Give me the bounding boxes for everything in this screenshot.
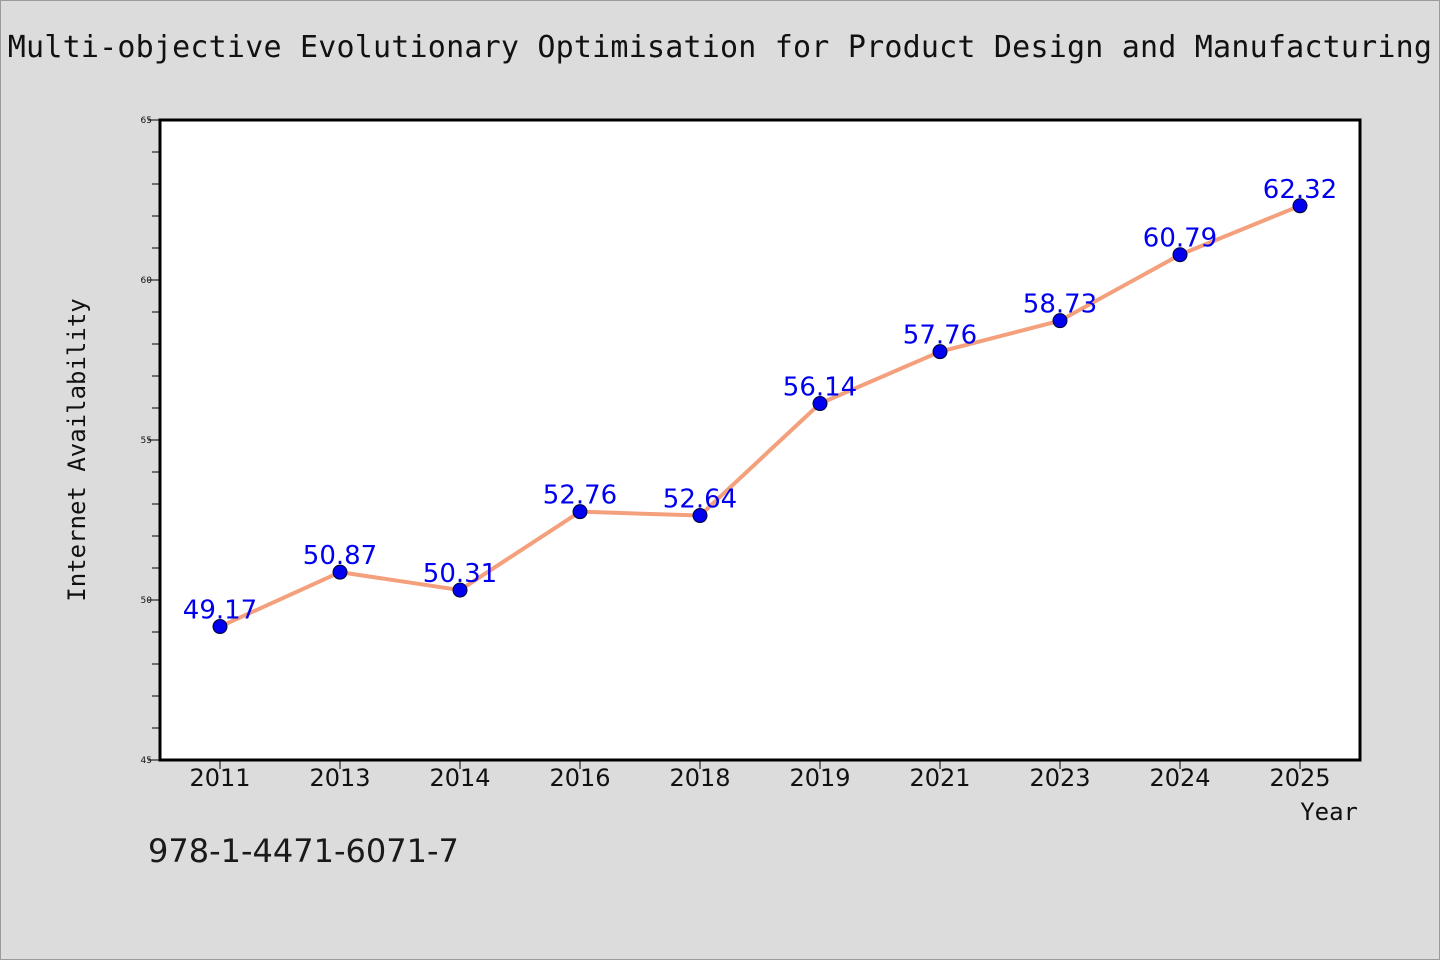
y-tick-label: 50 <box>141 596 153 606</box>
data-point <box>692 508 708 524</box>
series-line-group <box>218 203 1302 629</box>
x-tick-label: 2013 <box>309 764 370 792</box>
data-label: 60.79 <box>1143 224 1217 254</box>
x-tick-label: 2024 <box>1149 764 1210 792</box>
x-tick-label: 2018 <box>669 764 730 792</box>
chart-title: Multi-objective Evolutionary Optimisatio… <box>7 30 1433 65</box>
data-label: 58.73 <box>1023 290 1097 320</box>
y-axis-title: Internet Availability <box>63 298 91 601</box>
plot-area <box>158 118 1362 762</box>
data-point <box>212 619 228 635</box>
data-labels: 49.17 50.87 50.31 52.76 52.64 56.14 57.76 58.73… <box>183 175 1337 626</box>
data-point <box>812 396 828 412</box>
x-tick-label: 2025 <box>1269 764 1330 792</box>
x-tick-label: 2016 <box>549 764 610 792</box>
data-label: 52.76 <box>543 481 617 511</box>
data-point <box>1292 198 1308 214</box>
data-label: 49.17 <box>183 596 257 626</box>
data-point <box>932 344 948 360</box>
data-label: 62.32 <box>1263 175 1337 205</box>
data-point <box>452 582 468 598</box>
data-points <box>212 198 1308 635</box>
data-point <box>572 504 588 520</box>
data-label: 50.87 <box>303 541 377 571</box>
data-point <box>332 564 348 580</box>
isbn-text: 978-1-4471-6071-7 <box>148 832 459 870</box>
x-axis-title: Year <box>1300 798 1358 826</box>
x-tick-label: 2023 <box>1029 764 1090 792</box>
x-tick-label: 2011 <box>189 764 250 792</box>
x-tick-label: 2014 <box>429 764 490 792</box>
axes: 45 50 55 60 65 2011 2013 2014 2016 2018 2019 2021 20… <box>141 116 1362 792</box>
y-tick-label: 55 <box>141 436 152 446</box>
data-point <box>1052 313 1068 329</box>
y-tick-label: 45 <box>141 756 152 766</box>
x-tick-label: 2021 <box>909 764 970 792</box>
data-label: 50.31 <box>423 559 497 589</box>
series-line <box>218 203 1302 629</box>
data-label: 56.14 <box>783 373 857 403</box>
data-point <box>1172 247 1188 263</box>
x-tick-label: 2019 <box>789 764 850 792</box>
data-label: 57.76 <box>903 321 977 351</box>
y-tick-label: 65 <box>141 116 152 126</box>
data-label: 52.64 <box>663 485 737 515</box>
y-tick-label: 60 <box>141 276 153 286</box>
